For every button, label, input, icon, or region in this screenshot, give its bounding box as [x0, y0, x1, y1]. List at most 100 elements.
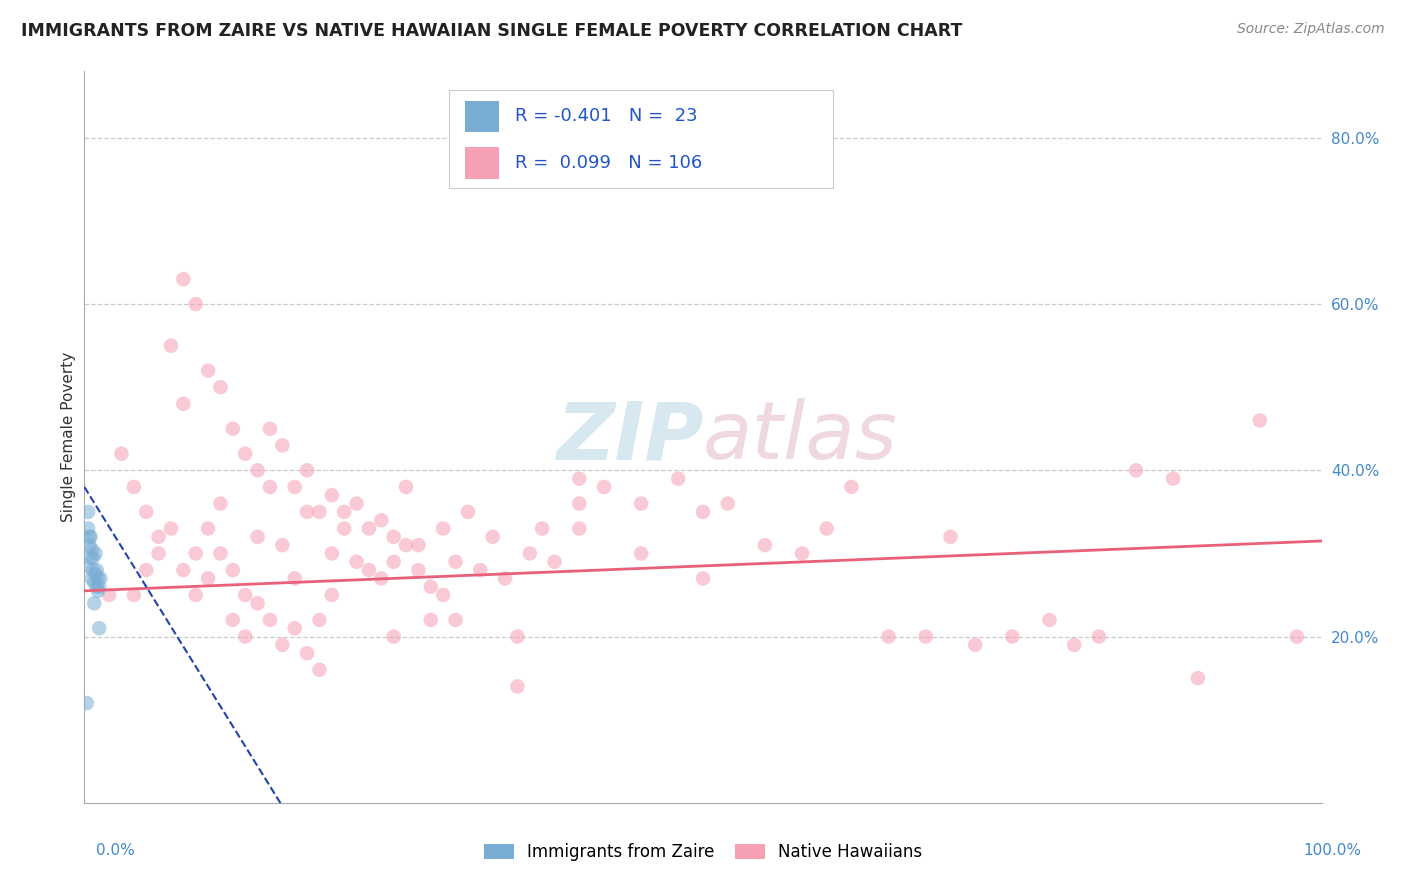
- Point: [754, 538, 776, 552]
- Point: [87, 571, 110, 585]
- Point: [89, 571, 111, 585]
- Point: [76, 558, 98, 573]
- Point: [82, 563, 104, 577]
- Point: [1249, 413, 1271, 427]
- Point: [346, 555, 368, 569]
- Point: [308, 663, 330, 677]
- Point: [470, 563, 492, 577]
- Point: [79, 538, 101, 552]
- Point: [506, 630, 529, 644]
- Point: [222, 422, 245, 436]
- Point: [110, 447, 132, 461]
- Point: [370, 571, 392, 585]
- Point: [259, 613, 281, 627]
- Point: [284, 480, 307, 494]
- Point: [593, 480, 616, 494]
- Point: [259, 480, 281, 494]
- Point: [815, 521, 838, 535]
- Point: [77, 521, 100, 535]
- Point: [295, 505, 318, 519]
- Point: [1125, 463, 1147, 477]
- Point: [122, 588, 145, 602]
- Point: [271, 538, 294, 552]
- Point: [1187, 671, 1209, 685]
- Point: [717, 497, 740, 511]
- Point: [148, 546, 170, 560]
- Point: [246, 530, 269, 544]
- Text: atlas: atlas: [703, 398, 898, 476]
- Point: [209, 497, 232, 511]
- Point: [172, 563, 194, 577]
- Point: [692, 505, 714, 519]
- Point: [233, 630, 256, 644]
- Point: [246, 596, 269, 610]
- Point: [370, 513, 392, 527]
- Point: [87, 583, 110, 598]
- Point: [76, 696, 98, 710]
- Point: [444, 555, 467, 569]
- Point: [939, 530, 962, 544]
- Point: [184, 546, 207, 560]
- Point: [89, 621, 111, 635]
- Point: [841, 480, 863, 494]
- Point: [83, 575, 105, 590]
- Point: [333, 505, 356, 519]
- Point: [184, 297, 207, 311]
- Point: [135, 563, 157, 577]
- Point: [98, 588, 121, 602]
- Point: [321, 488, 343, 502]
- Point: [308, 613, 330, 627]
- Point: [122, 480, 145, 494]
- Point: [86, 563, 108, 577]
- Point: [233, 447, 256, 461]
- Point: [321, 546, 343, 560]
- Point: [630, 546, 652, 560]
- Point: [295, 463, 318, 477]
- Point: [222, 613, 245, 627]
- Text: 100.0%: 100.0%: [1303, 843, 1361, 858]
- Point: [965, 638, 987, 652]
- Point: [481, 530, 503, 544]
- Point: [135, 505, 157, 519]
- Point: [382, 630, 405, 644]
- Point: [357, 521, 380, 535]
- Point: [568, 472, 591, 486]
- Point: [295, 646, 318, 660]
- Point: [197, 571, 219, 585]
- Point: [543, 555, 565, 569]
- Y-axis label: Single Female Poverty: Single Female Poverty: [60, 352, 76, 522]
- Point: [209, 546, 232, 560]
- Point: [83, 596, 105, 610]
- Point: [184, 588, 207, 602]
- Point: [506, 680, 529, 694]
- Point: [692, 571, 714, 585]
- Point: [1063, 638, 1085, 652]
- Point: [1038, 613, 1060, 627]
- Point: [568, 521, 591, 535]
- Point: [382, 555, 405, 569]
- Point: [222, 563, 245, 577]
- Point: [1001, 630, 1024, 644]
- Point: [457, 505, 479, 519]
- Point: [877, 630, 900, 644]
- Text: 0.0%: 0.0%: [96, 843, 135, 858]
- Point: [1161, 472, 1184, 486]
- Point: [790, 546, 813, 560]
- Text: IMMIGRANTS FROM ZAIRE VS NATIVE HAWAIIAN SINGLE FEMALE POVERTY CORRELATION CHART: IMMIGRANTS FROM ZAIRE VS NATIVE HAWAIIAN…: [21, 22, 963, 40]
- Point: [80, 571, 103, 585]
- Point: [233, 588, 256, 602]
- Point: [160, 338, 183, 352]
- Point: [408, 538, 430, 552]
- Point: [271, 638, 294, 652]
- Point: [246, 463, 269, 477]
- Point: [80, 542, 103, 557]
- Point: [914, 630, 936, 644]
- Point: [259, 422, 281, 436]
- Point: [172, 272, 194, 286]
- Point: [84, 567, 107, 582]
- Point: [346, 497, 368, 511]
- Point: [666, 472, 689, 486]
- Point: [284, 621, 307, 635]
- Point: [395, 538, 418, 552]
- Point: [86, 580, 108, 594]
